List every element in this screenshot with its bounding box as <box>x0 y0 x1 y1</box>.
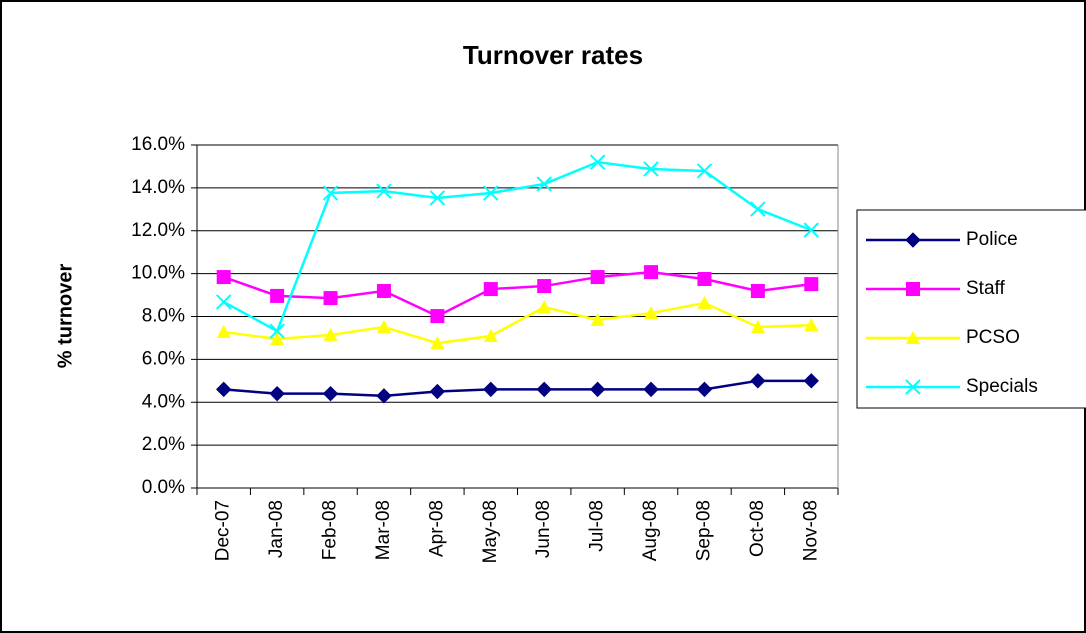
marker <box>644 306 659 320</box>
marker <box>376 320 391 334</box>
y-tick-label: 16.0% <box>131 134 185 155</box>
marker <box>643 381 659 398</box>
legend-label: Police <box>966 229 1018 250</box>
x-tick-label: Jul-08 <box>587 500 608 552</box>
x-tick-label: Mar-08 <box>373 500 394 560</box>
y-tick-label: 14.0% <box>131 177 185 198</box>
y-tick-label: 12.0% <box>131 220 185 241</box>
marker <box>804 318 819 332</box>
legend-marker <box>906 282 920 296</box>
y-tick-label: 8.0% <box>142 306 185 327</box>
marker <box>322 185 339 201</box>
marker <box>750 201 766 217</box>
marker <box>323 291 338 306</box>
marker <box>750 320 765 334</box>
marker <box>269 385 285 402</box>
marker <box>696 163 713 179</box>
marker <box>536 381 552 398</box>
marker <box>696 381 713 398</box>
marker <box>804 277 819 292</box>
marker <box>323 327 338 341</box>
marker <box>270 332 285 346</box>
y-tick-label: 6.0% <box>142 348 185 369</box>
x-tick-label: Apr-08 <box>426 500 447 557</box>
marker <box>589 381 606 398</box>
y-tick-label: 4.0% <box>142 391 185 412</box>
y-tick-label: 0.0% <box>142 477 185 498</box>
series-line <box>223 270 812 318</box>
marker <box>590 270 605 285</box>
marker <box>483 282 498 297</box>
y-axis-label: % turnover <box>54 264 76 369</box>
y-tick-label: 2.0% <box>142 434 185 455</box>
marker <box>483 185 499 201</box>
series-line <box>223 379 812 398</box>
marker <box>803 222 819 238</box>
marker <box>429 190 446 206</box>
marker <box>590 312 605 326</box>
legend-box <box>856 209 1086 409</box>
marker <box>697 271 712 286</box>
marker <box>483 329 498 343</box>
marker <box>376 388 392 404</box>
marker <box>216 324 231 338</box>
marker <box>429 383 446 400</box>
marker <box>750 283 765 298</box>
marker <box>430 309 445 324</box>
series-line <box>223 160 812 333</box>
marker <box>216 294 232 310</box>
marker <box>270 288 285 303</box>
marker <box>750 373 766 389</box>
x-tick-label: Nov-08 <box>800 500 821 561</box>
marker <box>589 154 606 170</box>
marker <box>376 283 391 298</box>
x-tick-label: Sep-08 <box>693 500 714 561</box>
legend-label: PCSO <box>966 327 1020 348</box>
x-tick-label: Aug-08 <box>640 500 661 561</box>
marker <box>803 373 819 389</box>
marker <box>537 279 552 294</box>
marker <box>216 381 232 398</box>
x-tick-label: Jun-08 <box>533 500 554 558</box>
legend-marker <box>905 379 921 395</box>
y-tick-label: 10.0% <box>131 263 185 284</box>
marker <box>216 270 231 285</box>
x-tick-label: Jan-08 <box>266 500 287 558</box>
marker <box>536 176 552 192</box>
marker <box>643 161 659 177</box>
marker <box>644 265 659 280</box>
series-line <box>223 301 812 345</box>
marker <box>376 183 392 199</box>
x-tick-label: May-08 <box>480 500 501 563</box>
x-tick-label: Oct-08 <box>747 500 768 557</box>
marker <box>537 300 552 314</box>
chart-title: Turnover rates <box>463 40 643 70</box>
marker <box>269 323 285 339</box>
marker <box>697 295 712 309</box>
legend-marker <box>905 232 921 248</box>
marker <box>483 381 499 398</box>
marker <box>430 336 445 350</box>
x-tick-label: Feb-08 <box>320 500 341 560</box>
legend-label: Specials <box>966 376 1038 397</box>
x-tick-label: Dec-07 <box>213 500 234 561</box>
legend-label: Staff <box>966 278 1005 299</box>
marker <box>322 385 339 402</box>
legend-marker <box>906 331 920 344</box>
